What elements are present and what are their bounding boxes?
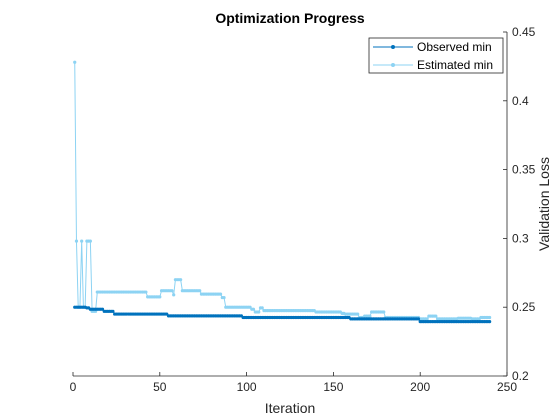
x-tick-label: 50 — [153, 380, 167, 394]
y-tick-label: 0.2 — [512, 369, 529, 383]
legend-label-estimated-min: Estimated min — [417, 58, 493, 72]
data-point-estimated-min — [257, 310, 261, 314]
data-point-estimated-min — [73, 60, 77, 64]
x-tick-label: 0 — [70, 380, 77, 394]
legend-label-observed-min: Observed min — [417, 40, 492, 54]
chart-title: Optimization Progress — [215, 10, 365, 26]
data-point-estimated-min — [222, 295, 226, 300]
x-axis-label: Iteration — [265, 400, 316, 416]
y-axis-label: Validation Loss — [536, 157, 552, 251]
legend-marker-estimated-min — [391, 63, 395, 67]
data-point-estimated-min — [144, 290, 148, 294]
x-tick-label: 200 — [410, 380, 430, 394]
x-tick-label: 150 — [323, 380, 343, 394]
series-observed-min — [73, 305, 492, 324]
data-point-estimated-min — [218, 292, 223, 296]
data-point-estimated-min — [368, 314, 372, 318]
data-point-estimated-min — [434, 314, 438, 318]
legend-box — [368, 37, 504, 74]
data-point-estimated-min — [260, 306, 264, 310]
data-point-estimated-min — [172, 293, 176, 297]
axes-layer — [72, 31, 508, 377]
y-tick-label: 0.45 — [512, 25, 536, 39]
data-point-estimated-min — [88, 239, 92, 243]
data-point-estimated-min — [356, 312, 360, 316]
data-point-observed-min — [416, 317, 421, 321]
data-point-estimated-min — [179, 278, 183, 282]
data-point-estimated-min — [251, 307, 256, 311]
y-tick-label: 0.4 — [512, 94, 529, 108]
data-point-estimated-min — [425, 317, 429, 321]
data-point-observed-min — [488, 320, 492, 324]
data-point-estimated-min — [198, 289, 202, 293]
y-tick-label: 0.25 — [512, 300, 536, 314]
data-point-estimated-min — [382, 310, 386, 314]
legend-marker-observed-min — [391, 45, 395, 49]
data-point-estimated-min — [74, 239, 79, 243]
y-tick-label: 0.35 — [512, 163, 536, 177]
data-point-estimated-min — [170, 289, 174, 293]
y-tick-label: 0.3 — [512, 231, 529, 245]
x-tick-label: 250 — [497, 380, 517, 394]
data-point-observed-min — [111, 309, 115, 313]
data-point-estimated-min — [488, 315, 492, 320]
plot-area — [73, 32, 507, 376]
legend: Observed min Estimated min — [368, 37, 504, 74]
x-tick-label: 100 — [237, 380, 257, 394]
data-point-estimated-min — [80, 239, 84, 243]
data-point-estimated-min — [158, 295, 162, 299]
series-layer — [73, 60, 492, 324]
